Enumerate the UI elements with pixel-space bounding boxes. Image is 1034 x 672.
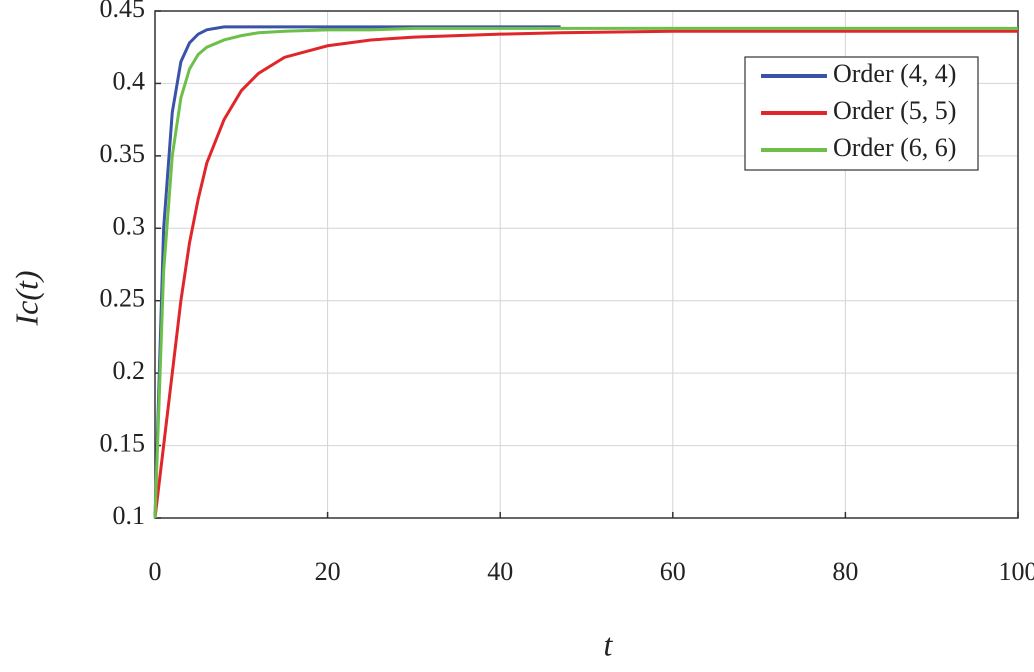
y-tick-label: 0.25	[100, 284, 146, 313]
x-tick-label: 60	[660, 557, 686, 586]
x-tick-label: 20	[315, 557, 341, 586]
y-tick-label: 0.45	[100, 0, 146, 23]
y-tick-label: 0.35	[100, 139, 146, 168]
series-line	[153, 26, 1018, 519]
y-axis-label: Ic(t)	[8, 270, 44, 326]
legend-label: Order (4, 4)	[833, 59, 956, 88]
y-tick-label: 0.3	[113, 211, 146, 240]
x-axis-label: t	[604, 626, 614, 662]
plot-frame	[154, 10, 1019, 519]
legend-label: Order (6, 6)	[833, 133, 956, 162]
y-tick-label: 0.2	[113, 356, 146, 385]
x-tick-label: 100	[999, 557, 1034, 586]
x-tick-label: 40	[487, 557, 513, 586]
y-tick-label: 0.4	[113, 66, 146, 95]
legend-label: Order (5, 5)	[833, 96, 956, 125]
series-line	[153, 29, 1018, 519]
y-tick-label: 0.1	[113, 501, 146, 530]
series-line	[153, 25, 561, 519]
x-tick-label: 0	[149, 557, 162, 586]
y-tick-label: 0.15	[100, 429, 146, 458]
x-tick-label: 80	[832, 557, 858, 586]
